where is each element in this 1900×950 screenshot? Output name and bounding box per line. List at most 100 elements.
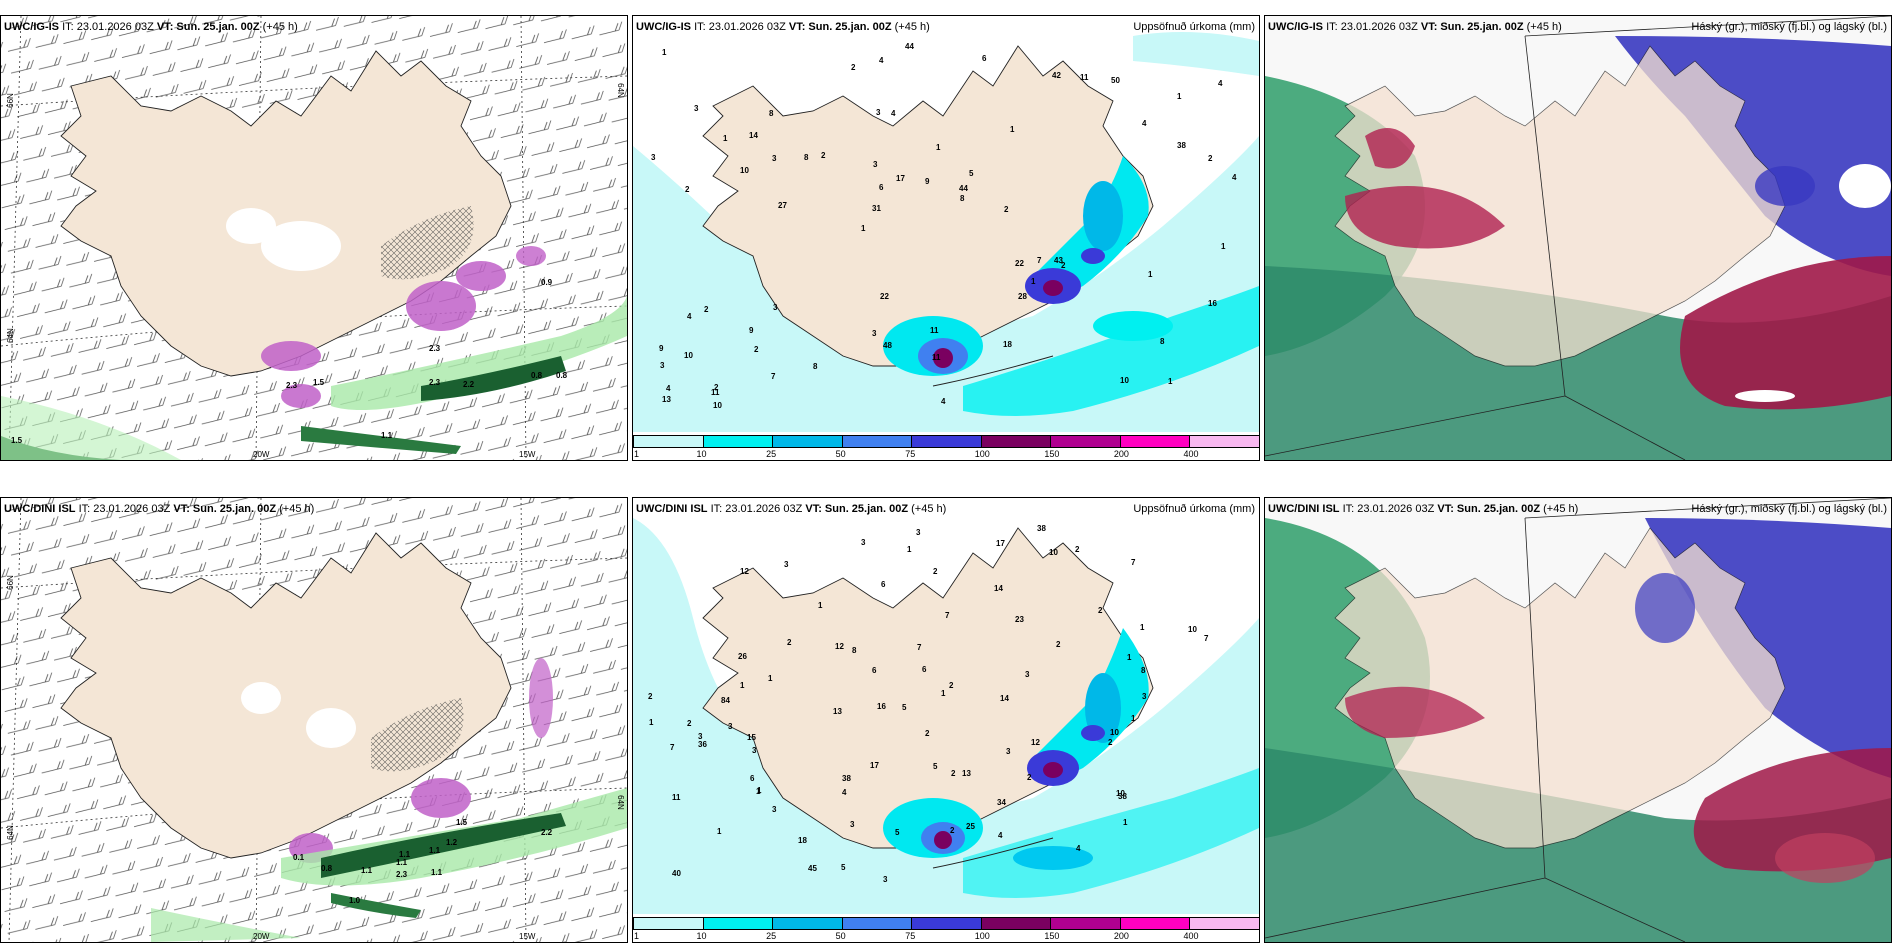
- colorbar-tick: 25: [766, 449, 777, 459]
- colorbar-tick: 1: [634, 449, 640, 459]
- precip-value: 13: [833, 707, 842, 716]
- colorbar-tick: 200: [1113, 931, 1129, 941]
- colorbar-tick: 50: [835, 931, 846, 941]
- colorbar-swatch: [633, 917, 704, 930]
- precip-value: 4: [879, 56, 884, 65]
- precip-value: 1: [740, 681, 745, 690]
- precip-value: 23: [1015, 615, 1024, 624]
- precip-value: 2: [687, 719, 692, 728]
- colorbar-tick: 150: [1044, 931, 1060, 941]
- precip-value: 4: [1076, 844, 1081, 853]
- colorbar-swatch: [1050, 435, 1121, 448]
- wind-map: [1, 498, 627, 942]
- precip-value: 6: [750, 774, 755, 783]
- precip-value: 1: [1031, 277, 1036, 286]
- iceland-land: [60, 532, 512, 859]
- colorbar-swatch: [702, 435, 774, 448]
- precip-value: 38: [842, 774, 851, 783]
- precip-value: 1: [1221, 242, 1226, 251]
- precip-value: 1: [1177, 92, 1182, 101]
- precip-title: Uppsöfnuð úrkoma (mm): [1133, 503, 1255, 515]
- precip-value: 2: [925, 729, 930, 738]
- precip-value: 1: [861, 224, 866, 233]
- precip-value: 3: [872, 329, 877, 338]
- precip-value: 1: [1148, 270, 1153, 279]
- wind-label: 2.3: [429, 378, 441, 387]
- iceland-land: [1334, 45, 1786, 367]
- precip-value: 6: [881, 580, 886, 589]
- wind-label: 0.1: [293, 853, 305, 862]
- colorbar-swatch: [1119, 917, 1191, 930]
- precip-value: 50: [1111, 76, 1120, 85]
- precip-value: 8: [813, 362, 818, 371]
- precip-value: 13: [662, 395, 671, 404]
- colorbar-swatch: [841, 435, 913, 448]
- precip-value: 42: [1052, 71, 1061, 80]
- precip-value: 1: [662, 48, 667, 57]
- wind-label: 1.1: [431, 868, 443, 877]
- precip-value: 2: [851, 63, 856, 72]
- precip-value: 48: [883, 341, 892, 350]
- precip-value: 3: [850, 820, 855, 829]
- wind-label: 0.8: [321, 864, 333, 873]
- precip-value: 2: [1061, 261, 1066, 270]
- cloud-map: [1265, 16, 1891, 460]
- wind-label: 0.8: [531, 371, 543, 380]
- precip-value: 3: [728, 722, 733, 731]
- lon-label: 15W: [519, 932, 536, 941]
- wind-label: 1.0: [349, 896, 361, 905]
- colorbar-tick: 75: [905, 449, 916, 459]
- precip-value: 5: [841, 863, 846, 872]
- panel-title: UWC/IG-IS IT: 23.01.2026 03Z VT: Sun. 25…: [4, 21, 298, 33]
- precip-map: [633, 16, 1259, 432]
- precip-value: 9: [925, 177, 930, 186]
- precip-value: 17: [870, 761, 879, 770]
- precip-value: 1: [723, 134, 728, 143]
- panel-precip-dini: UWC/DINI ISL IT: 23.01.2026 03Z VT: Sun.…: [632, 497, 1260, 943]
- wind-label: 1.1: [381, 431, 393, 440]
- precip-value: 3: [1006, 747, 1011, 756]
- precip-value: 3: [773, 303, 778, 312]
- colorbar-tick: 10: [696, 449, 707, 459]
- precip-value: 25: [966, 822, 975, 831]
- precip-value: 18: [1003, 340, 1012, 349]
- precip-value: 16: [877, 702, 886, 711]
- precip-value: 3: [861, 538, 866, 547]
- precip-value: 1: [941, 689, 946, 698]
- wind-label: 0.9: [541, 278, 553, 287]
- precip-value: 1: [768, 674, 773, 683]
- colorbar-tick: 400: [1183, 931, 1199, 941]
- precip-value: 40: [672, 869, 681, 878]
- precip-value: 7: [945, 611, 950, 620]
- cloud-map: [1265, 498, 1891, 942]
- wind-label: 1.5: [11, 436, 23, 445]
- wind-label: 2.3: [286, 381, 298, 390]
- precip-value: 1: [1127, 653, 1132, 662]
- precip-value: 44: [905, 42, 914, 51]
- precip-value: 11: [1080, 73, 1089, 82]
- precip-value: 8: [852, 646, 857, 655]
- colorbar-swatch: [841, 917, 913, 930]
- precip-value: 31: [872, 204, 881, 213]
- precip-value: 12: [835, 642, 844, 651]
- iceland-land: [60, 50, 512, 377]
- wind-label: 1.5: [456, 818, 468, 827]
- precip-value: 3: [784, 560, 789, 569]
- colorbar-tick: 400: [1183, 449, 1199, 459]
- lat-label: 64N: [5, 328, 15, 343]
- lon-label: 20W: [253, 450, 270, 459]
- colorbar-tick: 1: [634, 931, 640, 941]
- panel-title: UWC/DINI ISL IT: 23.01.2026 03Z VT: Sun.…: [1268, 503, 1579, 515]
- precip-value: 14: [1000, 694, 1009, 703]
- precip-value: 1: [907, 545, 912, 554]
- precip-value: 10: [1188, 625, 1197, 634]
- precip-value: 14: [749, 131, 758, 140]
- precip-value: 11: [711, 388, 720, 397]
- precip-value: 4: [687, 312, 692, 321]
- wind-label: 0.8: [556, 371, 568, 380]
- wind-map: [1, 16, 627, 460]
- precip-value: 43: [1054, 256, 1063, 265]
- precip-value: 3: [916, 528, 921, 537]
- precip-value: 1: [717, 827, 722, 836]
- colorbar-swatch: [911, 917, 982, 930]
